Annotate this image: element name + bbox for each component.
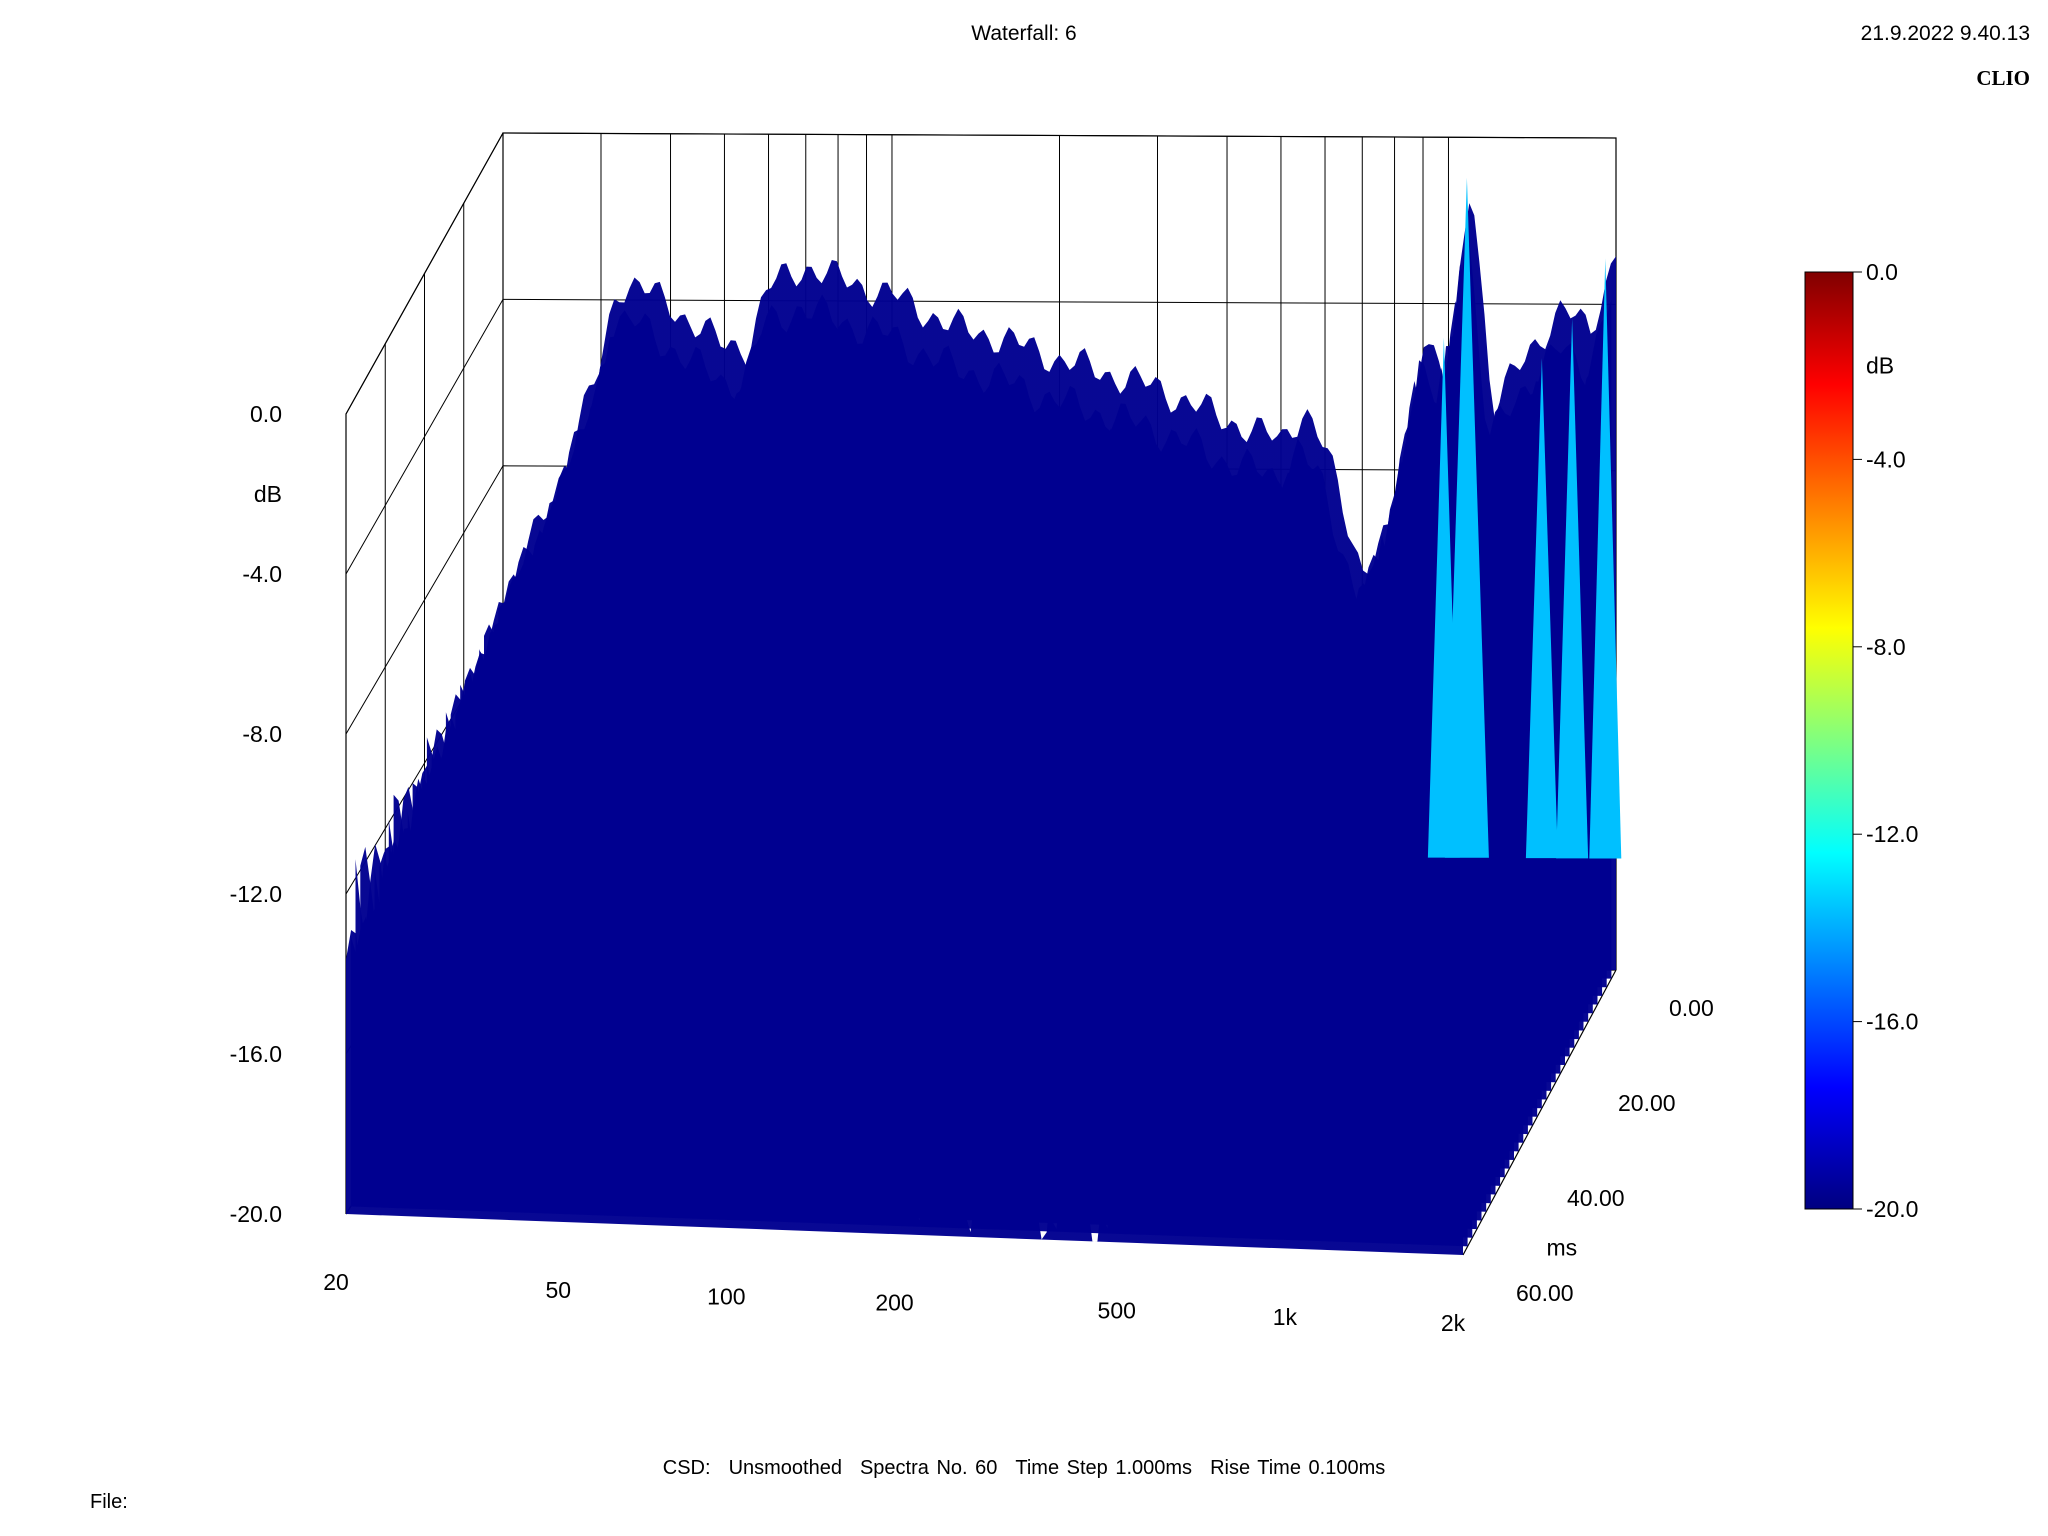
colorbar-tick-label: -20.0 — [1866, 1196, 1918, 1222]
y-tick-label: -12.0 — [230, 881, 282, 907]
colorbar-tick-label: -12.0 — [1866, 821, 1918, 847]
x-tick-label: 1k — [1273, 1304, 1298, 1330]
colorbar-gradient — [1804, 271, 1854, 1210]
z-tick-label: 0.00 — [1669, 995, 1714, 1021]
z-tick-label: 20.00 — [1618, 1090, 1676, 1116]
colorbar-tick-label: -4.0 — [1866, 446, 1906, 472]
y-tick-label: 0.0 — [250, 401, 282, 427]
resonance-peak — [1444, 177, 1489, 858]
y-tick-label: -16.0 — [230, 1041, 282, 1067]
colorbar-tick-label: -8.0 — [1866, 634, 1906, 660]
x-tick-label: 200 — [875, 1290, 913, 1316]
waterfall-slice — [346, 903, 1463, 1255]
colorbar — [1804, 271, 1854, 1210]
y-tick-label: -4.0 — [242, 561, 282, 587]
waterfall-surface — [346, 177, 1622, 1255]
csd-label: CSD: — [662, 1457, 711, 1479]
colorbar-tick-label: 0.0 — [1866, 259, 1898, 285]
resonance-peak — [1556, 318, 1589, 859]
measurement-info: CSD: Unsmoothed Spectra No. 60 Time Step 1.… — [0, 1457, 2048, 1480]
floor-right-edge — [1462, 969, 1617, 1256]
time-step-label: Time Step 1.000ms — [1015, 1457, 1193, 1479]
rise-time-label: Rise Time 0.100ms — [1210, 1457, 1386, 1479]
x-tick-label: 100 — [707, 1283, 745, 1309]
z-tick-label: 40.00 — [1567, 1185, 1625, 1211]
smoothing-label: Unsmoothed — [728, 1457, 842, 1479]
x-axis-ticks: 20 50 100 200 500 1k 2k — [323, 1269, 1465, 1336]
chart-title: Waterfall: 6 — [971, 22, 1077, 45]
x-tick-label: 2k — [1441, 1310, 1466, 1336]
timestamp: 21.9.2022 9.40.13 — [1860, 22, 2030, 45]
x-tick-label: 500 — [1098, 1298, 1136, 1324]
y-tick-label: -8.0 — [242, 721, 282, 747]
x-tick-label: 50 — [545, 1277, 571, 1303]
colorbar-label: dB — [1866, 353, 1894, 379]
colorbar-ticks: 0.0 -4.0 -8.0 -12.0 -16.0 -20.0 dB — [1853, 259, 1918, 1222]
brand-label: CLIO — [1976, 66, 2030, 90]
x-tick-label: 20 — [323, 1269, 349, 1295]
y-axis-ticks: 0.0 -4.0 -8.0 -12.0 -16.0 -20.0 dB — [230, 401, 282, 1227]
y-axis-label: dB — [254, 481, 282, 507]
z-axis-ticks: 0.00 20.00 40.00 60.00 ms — [1516, 995, 1714, 1306]
z-tick-label: 60.00 — [1516, 1280, 1574, 1306]
file-label: File: — [90, 1491, 128, 1513]
z-axis-label: ms — [1547, 1235, 1578, 1261]
spectra-label: Spectra No. 60 — [859, 1457, 998, 1479]
resonance-peak — [1525, 358, 1558, 859]
resonance-peak — [1589, 258, 1622, 859]
colorbar-tick-label: -16.0 — [1866, 1009, 1918, 1035]
y-tick-label: -20.0 — [230, 1201, 282, 1227]
